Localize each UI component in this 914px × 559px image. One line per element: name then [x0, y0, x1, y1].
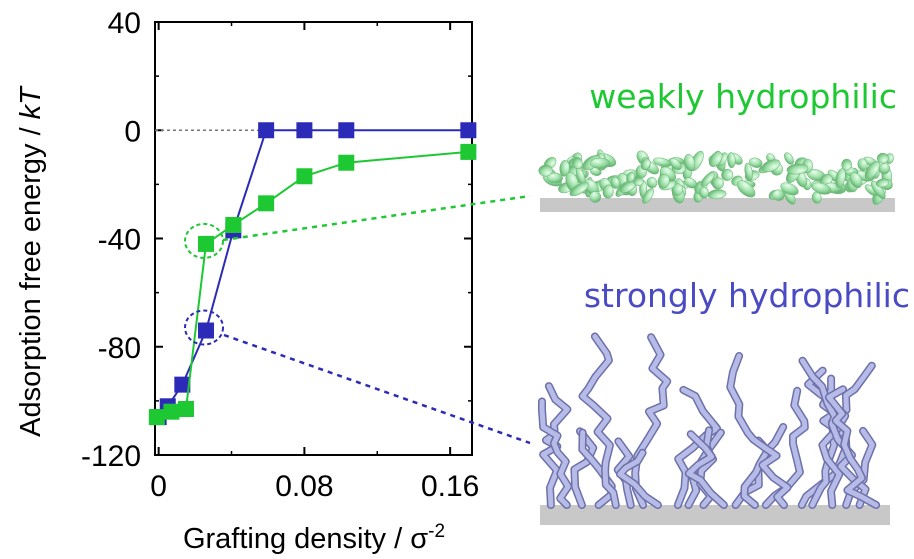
strong-brush-illustration: [538, 332, 890, 525]
series-0-point-7: [338, 122, 355, 139]
series-0-point-6: [296, 122, 313, 139]
series-1-point-7: [338, 154, 355, 171]
y-tick-label-3: -80: [98, 332, 141, 365]
series-1-point-3: [198, 235, 215, 252]
series-0-point-5: [258, 122, 275, 139]
y-tick-label-1: 0: [124, 115, 141, 148]
y-tick-label-0: 40: [108, 7, 141, 40]
series-1-point-1: [163, 403, 180, 420]
weak-panel-label: weakly hydrophilic: [589, 77, 897, 116]
series-0-point-3: [198, 322, 215, 339]
highlight-circle-0: [184, 222, 225, 259]
highlight-circle-1: [184, 309, 225, 346]
y-tick-label-4: -120: [81, 440, 141, 473]
y-tick-labels: 40 0 -40 -80 -120: [81, 7, 141, 473]
series-0-point-2: [174, 376, 191, 393]
series-1-point-4: [225, 216, 242, 233]
y-tick-label-2: -40: [98, 224, 141, 257]
x-tick-label-0: 0: [150, 470, 167, 503]
series-1-point-5: [258, 195, 275, 212]
leader-line-strong: [223, 333, 531, 445]
series-1-point-0: [148, 409, 165, 426]
x-tick-label-1: 0.08: [275, 470, 333, 503]
x-axis-title: Grafting density / σ-2: [183, 521, 445, 555]
series-1-point-8: [460, 143, 477, 160]
x-tick-labels: 0 0.08 0.16: [150, 470, 479, 503]
x-tick-label-2: 0.16: [421, 470, 479, 503]
leader-line-weak: [222, 194, 531, 242]
y-axis-title: Adsorption free energy / kT: [15, 85, 47, 437]
series-layer: [148, 122, 477, 426]
strong-panel-label: strongly hydrophilic: [584, 276, 910, 315]
highlight-layer: [184, 222, 225, 346]
weak-brush-illustration: [538, 149, 895, 212]
series-0-point-8: [460, 122, 477, 139]
series-1-point-2: [177, 400, 194, 417]
series-1-line: [156, 150, 469, 419]
series-1-point-6: [296, 168, 313, 185]
